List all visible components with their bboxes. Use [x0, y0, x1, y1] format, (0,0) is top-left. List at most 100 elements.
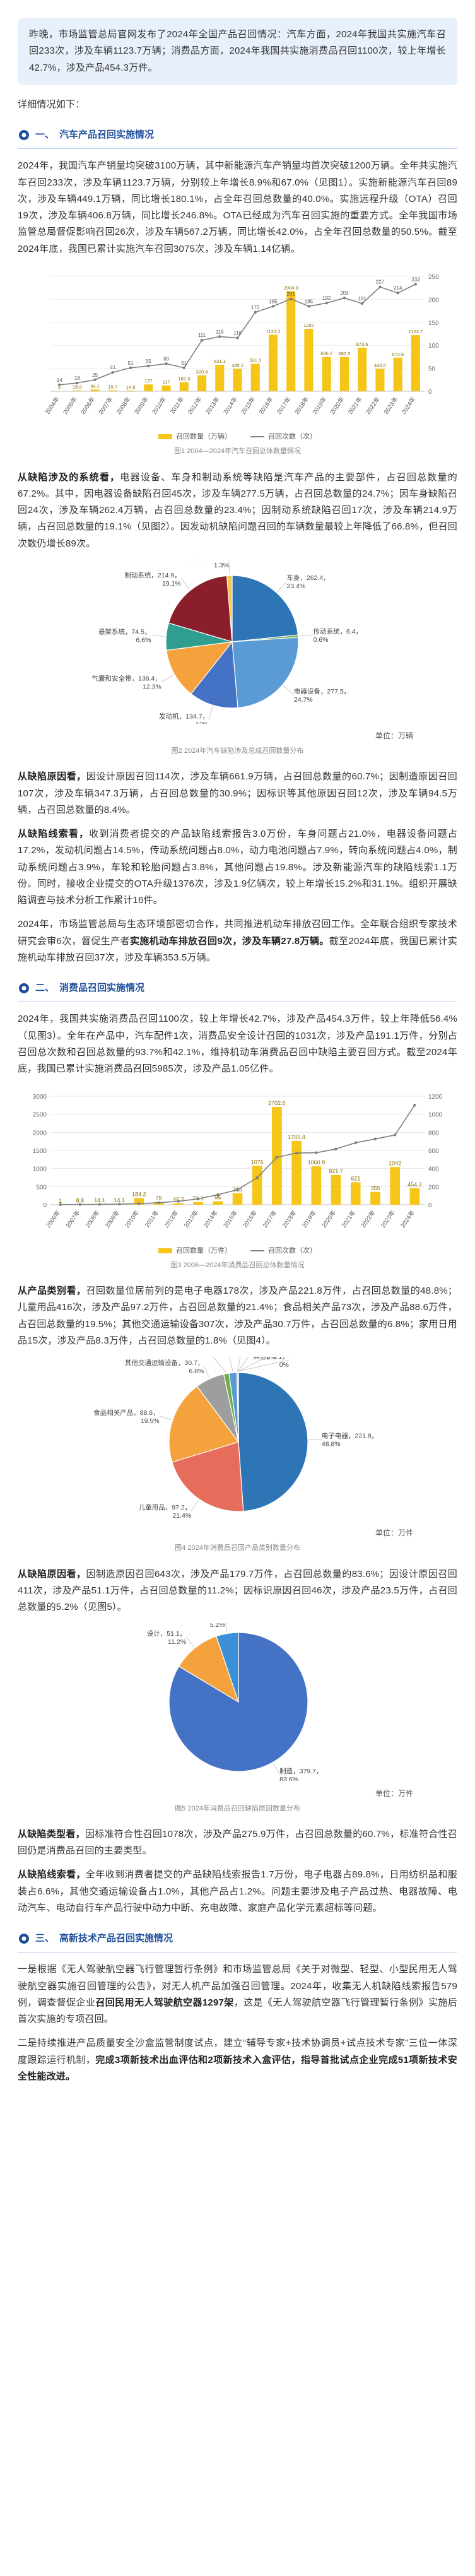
bar-value-label: 873.6	[356, 341, 368, 347]
paragraph-body: 因制造原因召回643次，涉及产品179.7万件，占召回总数量的83.6%；因设计…	[18, 1568, 457, 1613]
x-tick-label: 2014年	[202, 1209, 220, 1229]
x-tick-label: 2007年	[64, 1209, 82, 1229]
line-point	[373, 1137, 377, 1141]
bar-value-label: 14.1	[94, 1197, 105, 1203]
pie-slice	[178, 1636, 240, 1703]
pie-slice	[238, 1372, 308, 1512]
slice-label: 其他，0.1，	[253, 1357, 289, 1361]
paragraph: 2024年，我国共实施消费品召回1100次，较上年增长42.7%，涉及产品454…	[18, 1013, 457, 1074]
bar-value-label: 682.3	[339, 351, 351, 357]
bar	[250, 363, 260, 391]
slice-label: 发动机，134.7，	[159, 712, 209, 720]
legend-item-line: 召回次数（次）	[250, 431, 317, 443]
bar	[409, 1188, 420, 1205]
figure-3: 0 500 1000 1500 2000 2500 3000 0 200 400 600 800 100…	[18, 1085, 457, 1272]
x-tick-label: 2005年	[61, 395, 79, 415]
bar-value-label: 14.1	[114, 1197, 125, 1203]
paragraph: 一是根据《无人驾驶航空器飞行管理暂行条例》和市场监管总局《关于对微型、轻型、小型…	[18, 1961, 457, 2028]
x-tick-label: 2020年	[320, 1209, 338, 1229]
x-tick-label: 2016年	[257, 395, 275, 415]
bar	[322, 357, 331, 391]
paragraph: 从缺陷线索看，全年收到消费者提交的产品缺陷线索报告1.7万份，电子电器占89.8…	[18, 1867, 457, 1917]
bar-value-label: 686.2	[320, 350, 332, 356]
bar	[370, 1191, 380, 1205]
slice-label: 电子电器，221.8，	[322, 1431, 378, 1439]
bar	[173, 1203, 184, 1205]
leader-line	[299, 634, 314, 637]
line-value-label: 51	[181, 360, 187, 366]
paragraph-lead: 从产品类别看，	[18, 1285, 86, 1296]
y-right-tick-label: 0	[428, 389, 432, 396]
paragraph-lead: 从缺陷类型看，	[18, 1828, 85, 1840]
bar	[90, 389, 100, 391]
section-heading-1: 一、 汽车产品召回实施情况	[18, 127, 457, 150]
line-point	[343, 296, 346, 300]
paragraph-body: 一是根据《无人驾驶航空器飞行管理暂行条例》和市场监管总局《关于对微型、轻型、小型…	[18, 1964, 457, 2008]
section-heading-3: 三、 高新技术产品召回实施情况	[18, 1930, 457, 1953]
line-point	[147, 364, 150, 367]
x-tick-label: 2006年	[79, 395, 97, 415]
pie-chart-consumer-categories: 电子电器，221.8，48.8% 儿童用品，97.2，21.4% 食品相关产品，88…	[93, 1332, 378, 1520]
paragraph: 2024年，市场监管总局与生态环境部密切合作，共同推进机动车排放召回工作。全年联…	[18, 916, 457, 966]
bar-value-label: 448.8	[374, 362, 386, 368]
line-point	[236, 336, 239, 340]
line-value-label: 191	[358, 296, 367, 302]
line-value-label: 185	[269, 298, 278, 304]
slice-label: 制动系统，214.9，	[124, 571, 180, 579]
x-tick-label: 2010年	[151, 395, 168, 415]
paragraph: 从缺陷类型看，因标准符合性召回1078次，涉及产品275.9万件，占召回总数量的…	[18, 1826, 457, 1860]
paragraph-lead: 从缺陷涉及的系统看，	[18, 471, 120, 483]
y-left-tick-label: 1500	[33, 1148, 47, 1155]
line-value-label: 192	[322, 295, 331, 301]
line-point	[354, 1141, 357, 1145]
pie-slice	[191, 641, 238, 709]
x-tick-label: 2014年	[222, 395, 240, 415]
leader-line	[161, 675, 174, 682]
x-tick-label: 2013年	[182, 1209, 200, 1229]
section-bullet-icon	[18, 1932, 30, 1945]
slice-percent-label: 12.3%	[143, 683, 161, 690]
bar	[232, 1193, 243, 1205]
x-tick-label: 2019年	[300, 1209, 318, 1229]
line-point	[236, 1188, 239, 1191]
bar-value-label: 454.3	[408, 1181, 422, 1188]
paragraph-lead: 从缺陷线索看，	[18, 1869, 86, 1881]
line-value-label: 41	[110, 365, 115, 370]
legend-item-bars: 召回数量（万件）	[158, 1245, 232, 1257]
x-tick-label: 2021年	[346, 395, 364, 415]
slice-label: 传动系统，6.4，	[314, 627, 363, 635]
bar-value-label: 34.1	[90, 383, 100, 389]
bar-value-label: 2702.6	[268, 1100, 286, 1106]
paragraph-highlight: 召回民用无人驾驶航空器1297架	[95, 1997, 234, 2008]
x-tick-label: 2012年	[186, 395, 204, 415]
bar	[350, 1182, 361, 1205]
paragraph-body: 全年收到消费者提交的产品缺陷线索报告1.7万份，电子电器占89.8%，日用纺织品…	[18, 1869, 457, 1913]
bar	[331, 1175, 341, 1205]
paragraph-body: 二是持续推进产品质量安全沙盒监管制度试点，建立“辅导专家+技术协调员+试点技术专…	[18, 2038, 457, 2065]
x-tick-label: 2018年	[281, 1209, 298, 1229]
x-tick-label: 2017年	[275, 395, 293, 415]
slice-percent-label: 19.5%	[141, 1417, 160, 1425]
bar-value-label: 19.7	[108, 384, 118, 389]
paragraph-body: 因设计原因召回114次，涉及车辆661.9万辆，占召回总数量的60.7%；因制造…	[18, 771, 457, 815]
y-right-tick-label: 600	[428, 1148, 439, 1155]
slice-label: 其他交通运输设备，30.7，	[125, 1359, 204, 1367]
section-heading-2: 二、 消费品召回实施情况	[18, 980, 457, 1003]
bar	[339, 357, 349, 391]
y-right-tick-label: 100	[428, 343, 439, 350]
line-point	[129, 366, 132, 369]
line-point	[396, 291, 399, 295]
line-value-label: 14	[57, 377, 62, 383]
bar-value-label: 1250	[303, 322, 314, 328]
bar	[358, 347, 367, 391]
paragraph: 从缺陷原因看，因设计原因召回114次，涉及车辆661.9万辆，占召回总数量的60…	[18, 769, 457, 818]
y-right-tick-label: 800	[428, 1130, 439, 1137]
bar-value-label: 95	[214, 1195, 221, 1201]
x-tick-label: 2024年	[400, 395, 418, 415]
details-intro: 详细情况如下：	[18, 98, 85, 110]
slice-label: 转向系，14.4，	[183, 560, 229, 561]
line-value-label: 233	[411, 276, 420, 282]
pie-slice	[168, 1385, 239, 1463]
figure-caption: 图4 2024年消费品召回产品类别数量分布	[175, 1544, 300, 1552]
y-right-tick-label: 50	[428, 365, 436, 372]
